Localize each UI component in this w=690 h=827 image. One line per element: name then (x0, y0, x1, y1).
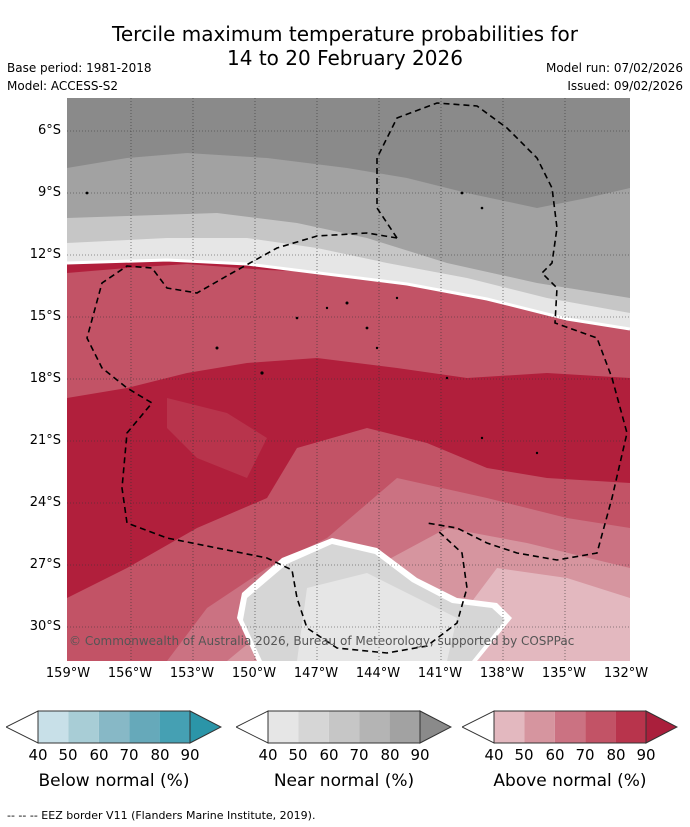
colorbar-below-swatch-3 (98, 711, 130, 743)
colorbar-above-upper-arrow (645, 710, 678, 744)
colorbar-below-lower-arrow (6, 710, 39, 744)
cb-above-tick: 70 (575, 746, 595, 764)
colorbar-above-lower-arrow (462, 710, 495, 744)
colorbar-above-swatch-1 (494, 711, 525, 743)
region-above-70-north (67, 264, 630, 398)
map-title: Tercile maximum temperature probabilitie… (0, 22, 690, 70)
colorbar-below-swatch-2 (68, 711, 99, 743)
lon-label-150w: 150°W (231, 666, 277, 681)
lon-label-156w: 156°W (107, 666, 153, 681)
colorbar-above-swatch-3 (554, 711, 586, 743)
base-period: Base period: 1981-2018 (7, 61, 152, 75)
cb-below-tick: 80 (150, 746, 170, 764)
colorbar-near-upper-arrow (419, 710, 452, 744)
cb-near-tick: 70 (349, 746, 369, 764)
lat-label-27s: 27°S (29, 557, 61, 572)
eez-border (86, 102, 628, 654)
cb-above-tick: 60 (545, 746, 565, 764)
colorbar-below (6, 710, 222, 744)
cb-below-tick: 60 (89, 746, 109, 764)
colorbar-below-upper-arrow (189, 710, 222, 744)
lon-label-138w: 138°W (479, 666, 525, 681)
cb-near-tick: 40 (258, 746, 278, 764)
probability-map (67, 98, 630, 661)
issued-date: Issued: 09/02/2026 (567, 79, 683, 93)
meta-left: Base period: 1981-2018 Model: ACCESS-S2 (7, 59, 152, 95)
colorbar-below-swatch-1 (38, 711, 69, 743)
copyright-notice: © Commonwealth of Australia 2026, Bureau… (69, 634, 575, 648)
graticule (67, 98, 630, 661)
region-near-90 (67, 98, 630, 208)
lat-label-6s: 6°S (37, 123, 61, 138)
lat-label-18s: 18°S (29, 371, 61, 386)
cb-below-tick: 40 (28, 746, 48, 764)
colorbar-below-label: Below normal (%) (38, 771, 190, 791)
colorbar-near-swatch-4 (359, 711, 390, 743)
cb-above-tick: 40 (484, 746, 504, 764)
lat-label-12s: 12°S (29, 247, 61, 262)
cb-above-tick: 90 (636, 746, 656, 764)
meta-right: Model run: 07/02/2026 Issued: 09/02/2026 (546, 59, 683, 95)
colorbar-above (462, 710, 678, 744)
lon-label-135w: 135°W (541, 666, 587, 681)
colorbar-near (236, 710, 452, 744)
lon-label-144w: 144°W (355, 666, 401, 681)
lon-label-153w: 153°W (169, 666, 215, 681)
lon-label-159w: 159°W (45, 666, 91, 681)
tercile-boundary (67, 258, 630, 331)
cb-above-tick: 50 (514, 746, 534, 764)
cb-near-tick: 90 (410, 746, 430, 764)
lon-label-147w: 147°W (293, 666, 339, 681)
map-canvas (67, 98, 630, 661)
title-line-2: 14 to 20 February 2026 (227, 46, 463, 70)
lat-label-30s: 30°S (29, 619, 61, 634)
colorbar-near-label: Near normal (%) (273, 771, 415, 791)
cb-near-tick: 60 (319, 746, 339, 764)
model-run: Model run: 07/02/2026 (545, 61, 683, 75)
cb-near-tick: 80 (380, 746, 400, 764)
region-near-40-south (297, 573, 457, 661)
colorbar-above-swatch-2 (524, 711, 555, 743)
colorbar-above-swatch-5 (615, 711, 646, 743)
lon-label-132w: 132°W (603, 666, 649, 681)
colorbar-near-swatch-3 (328, 711, 360, 743)
cb-near-tick: 50 (288, 746, 308, 764)
region-above-80-west (167, 398, 267, 478)
lon-label-141w: 141°W (417, 666, 463, 681)
colorbar-below-swatch-5 (159, 711, 190, 743)
cb-below-tick: 90 (180, 746, 200, 764)
model-name: Model: ACCESS-S2 (7, 79, 119, 93)
colorbar-above-label: Above normal (%) (493, 771, 647, 791)
colorbar-near-swatch-1 (268, 711, 299, 743)
cb-below-tick: 70 (119, 746, 139, 764)
colorbar-near-swatch-5 (389, 711, 420, 743)
lat-label-21s: 21°S (29, 433, 61, 448)
title-line-1: Tercile maximum temperature probabilitie… (112, 22, 578, 46)
cb-below-tick: 50 (58, 746, 78, 764)
cb-above-tick: 80 (606, 746, 626, 764)
islands (85, 191, 539, 455)
lat-label-15s: 15°S (29, 309, 61, 324)
eez-legend-note: -- -- -- EEZ border V11 (Flanders Marine… (7, 809, 316, 822)
colorbar-near-lower-arrow (236, 710, 269, 744)
lat-label-24s: 24°S (29, 495, 61, 510)
colorbar-near-swatch-2 (298, 711, 329, 743)
colorbar-below-swatch-4 (129, 711, 160, 743)
colorbar-above-swatch-4 (585, 711, 616, 743)
lat-label-9s: 9°S (37, 185, 61, 200)
